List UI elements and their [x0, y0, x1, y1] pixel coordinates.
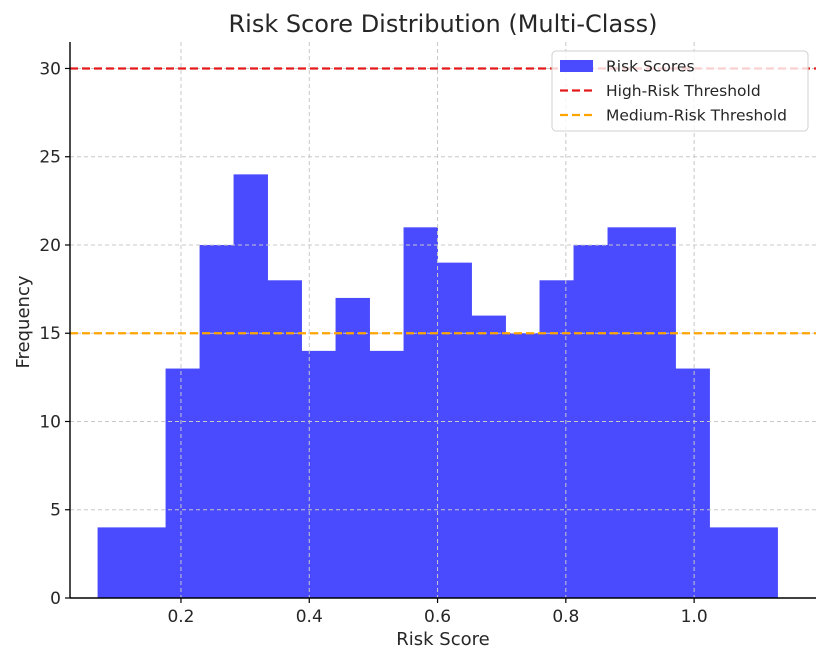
histogram-bar — [97, 527, 132, 598]
y-tick-label: 20 — [39, 236, 61, 256]
histogram-bar — [437, 262, 472, 598]
axes — [69, 42, 816, 599]
x-tick-label: 0.8 — [552, 607, 579, 627]
y-tick-label: 15 — [39, 324, 61, 344]
histogram-bar — [233, 174, 268, 598]
histogram-bar — [641, 227, 676, 599]
y-axis-label: Frequency — [13, 275, 34, 368]
legend-entry-medium-risk: Medium-Risk Threshold — [606, 107, 787, 125]
x-axis-label: Risk Score — [396, 629, 489, 650]
histogram-bar — [335, 297, 370, 598]
x-tick-label: 0.6 — [424, 607, 451, 627]
legend-entry-high-risk: High-Risk Threshold — [606, 82, 761, 100]
legend-swatch — [560, 60, 593, 72]
histogram-bar — [505, 333, 540, 598]
y-tick-label: 0 — [50, 589, 61, 609]
histogram-bar — [301, 350, 336, 598]
x-tick-label: 1.0 — [681, 607, 708, 627]
histogram-bar — [709, 527, 744, 598]
histogram-bar — [369, 350, 404, 598]
histogram-bar — [743, 527, 778, 598]
histogram-bar — [607, 227, 642, 599]
histogram-bar — [675, 368, 710, 598]
legend: Risk Scores High-Risk Threshold Medium-Ris… — [551, 50, 809, 132]
legend-entry-risk-scores: Risk Scores — [606, 58, 695, 76]
y-tick-label: 10 — [39, 412, 61, 432]
legend-box — [551, 50, 809, 132]
histogram-bar — [267, 280, 302, 598]
y-tick-label: 30 — [39, 59, 61, 79]
x-tick-label: 0.2 — [167, 607, 194, 627]
y-tick-label: 5 — [50, 501, 61, 521]
tick-labels: 0.2 0.4 0.6 0.8 1.0 0 5 10 15 20 25 30 — [39, 59, 707, 627]
x-tick-label: 0.4 — [296, 607, 323, 627]
threshold-lines — [70, 67, 816, 335]
histogram-bar — [165, 368, 200, 598]
chart-title: Risk Score Distribution (Multi-Class) — [228, 10, 657, 38]
y-tick-label: 25 — [39, 148, 61, 168]
histogram-bar — [539, 280, 574, 598]
histogram-bar — [471, 315, 506, 598]
histogram-bar — [131, 527, 166, 598]
histogram-bars — [97, 174, 778, 599]
histogram-bar — [403, 227, 438, 599]
